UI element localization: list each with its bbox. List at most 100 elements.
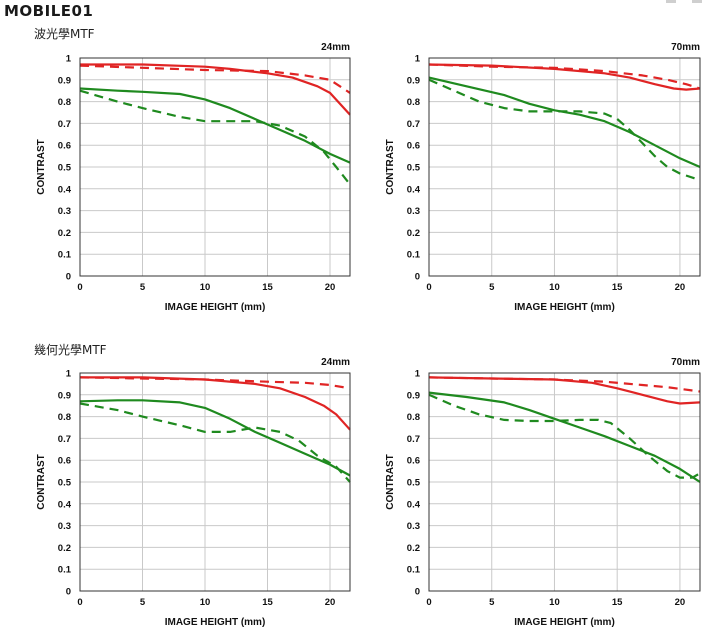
y-tick-label: 0.8	[58, 97, 71, 108]
y-tick-label: 0.6	[407, 456, 420, 467]
series-line-red-solid	[428, 376, 701, 405]
series-line-green-dashed	[79, 89, 351, 186]
y-tick-label: 0.5	[58, 478, 72, 489]
x-axis-label: IMAGE HEIGHT (mm)	[165, 302, 266, 313]
x-axis-label: IMAGE HEIGHT (mm)	[165, 617, 266, 628]
y-tick-label: 0.6	[407, 141, 420, 152]
chart-title: 24mm	[321, 42, 350, 53]
y-tick-label: 1	[66, 369, 72, 380]
y-tick-label: 0	[66, 272, 71, 283]
x-tick-label: 5	[489, 282, 495, 293]
y-tick-label: 0.5	[58, 163, 72, 174]
y-tick-label: 0.4	[58, 184, 72, 195]
series-line-red-dashed	[428, 376, 701, 393]
section-label-geometric-optics: 幾何光學MTF	[34, 343, 107, 357]
y-axis-label: CONTRAST	[385, 139, 396, 195]
y-tick-label: 0.5	[407, 478, 421, 489]
x-tick-label: 15	[262, 597, 273, 608]
chart-title: 24mm	[321, 357, 350, 368]
series-line-green-solid	[79, 399, 351, 477]
y-tick-label: 0.2	[58, 228, 71, 239]
x-tick-label: 10	[549, 597, 560, 608]
x-tick-label: 10	[200, 282, 211, 293]
y-tick-label: 0.4	[58, 499, 72, 510]
mtf-chart-wave-24mm: 00.10.20.30.40.50.60.70.80.910 5 10 15 20IMA…	[36, 42, 351, 313]
y-tick-label: 0	[66, 587, 71, 598]
x-axis-label: IMAGE HEIGHT (mm)	[514, 302, 615, 313]
y-tick-label: 1	[415, 369, 421, 380]
chart-title: 70mm	[671, 357, 700, 368]
y-tick-label: 0.2	[58, 543, 71, 554]
y-tick-label: 0.1	[58, 250, 72, 261]
x-tick-label: 20	[675, 282, 686, 293]
y-axis-label: CONTRAST	[36, 454, 47, 510]
y-tick-label: 0.8	[58, 412, 71, 423]
x-tick-label: 10	[549, 282, 560, 293]
plot-frame	[428, 372, 701, 592]
y-tick-label: 0.6	[58, 141, 71, 152]
top-decoration-left	[666, 0, 676, 3]
y-tick-label: 1	[415, 54, 421, 65]
y-axis-label: CONTRAST	[36, 139, 47, 195]
y-tick-label: 0.7	[407, 119, 420, 130]
chart-title: 70mm	[671, 42, 700, 53]
top-decoration-right	[692, 0, 702, 3]
series-line-green-dashed	[79, 402, 351, 483]
y-tick-label: 1	[66, 54, 72, 65]
y-tick-label: 0.2	[407, 543, 420, 554]
x-tick-label: 5	[140, 597, 146, 608]
y-tick-label: 0.5	[407, 163, 421, 174]
x-tick-label: 0	[77, 282, 82, 293]
x-tick-label: 20	[675, 597, 686, 608]
plot-frame	[428, 57, 701, 277]
y-tick-label: 0.3	[407, 206, 420, 217]
y-tick-label: 0.3	[58, 521, 71, 532]
series-line-red-dashed	[428, 63, 701, 90]
grid	[80, 58, 350, 276]
x-tick-label: 15	[612, 597, 623, 608]
section-label-wave-optics: 波光學MTF	[34, 27, 95, 41]
x-tick-label: 15	[612, 282, 623, 293]
y-tick-label: 0.1	[407, 250, 421, 261]
y-tick-label: 0.9	[58, 390, 71, 401]
y-tick-label: 0.7	[58, 119, 71, 130]
y-tick-label: 0.3	[407, 521, 420, 532]
x-tick-label: 0	[426, 282, 431, 293]
y-tick-label: 0.4	[407, 184, 421, 195]
x-tick-label: 10	[200, 597, 211, 608]
y-tick-label: 0	[415, 272, 420, 283]
y-tick-label: 0.9	[58, 75, 71, 86]
plot-frame	[79, 57, 351, 277]
series-line-red-solid	[80, 63, 351, 116]
grid	[429, 373, 700, 591]
series-line-green-solid	[428, 76, 701, 169]
mtf-chart-geometric-70mm: 00.10.20.30.40.50.60.70.80.910 5 10 15 20IMA…	[385, 357, 701, 628]
y-tick-label: 0.7	[407, 434, 420, 445]
grid	[80, 373, 350, 591]
series-line-red-dashed	[79, 376, 351, 390]
y-tick-label: 0.2	[407, 228, 420, 239]
series-line-red-solid	[80, 376, 351, 431]
x-axis-label: IMAGE HEIGHT (mm)	[514, 617, 615, 628]
y-tick-label: 0.6	[58, 456, 71, 467]
series-line-red-dashed	[79, 64, 351, 94]
y-tick-label: 0.1	[407, 565, 421, 576]
y-tick-label: 0.9	[407, 390, 420, 401]
logo-text: MOBILE01	[4, 2, 94, 20]
y-tick-label: 0	[415, 587, 420, 598]
y-tick-label: 0.1	[58, 565, 72, 576]
grid	[429, 58, 700, 276]
series-line-green-solid	[428, 391, 701, 483]
x-tick-label: 5	[489, 597, 495, 608]
series-line-green-dashed	[428, 78, 701, 182]
x-tick-label: 15	[262, 282, 273, 293]
plot-frame	[79, 372, 351, 592]
x-tick-label: 0	[426, 597, 431, 608]
x-tick-label: 0	[77, 597, 82, 608]
mtf-chart-wave-70mm: 00.10.20.30.40.50.60.70.80.910 5 10 15 20IMA…	[385, 42, 701, 313]
mtf-chart-geometric-24mm: 00.10.20.30.40.50.60.70.80.910 5 10 15 20IMA…	[36, 357, 351, 628]
y-tick-label: 0.8	[407, 412, 420, 423]
y-tick-label: 0.4	[407, 499, 421, 510]
y-tick-label: 0.8	[407, 97, 420, 108]
y-tick-label: 0.3	[58, 206, 71, 217]
